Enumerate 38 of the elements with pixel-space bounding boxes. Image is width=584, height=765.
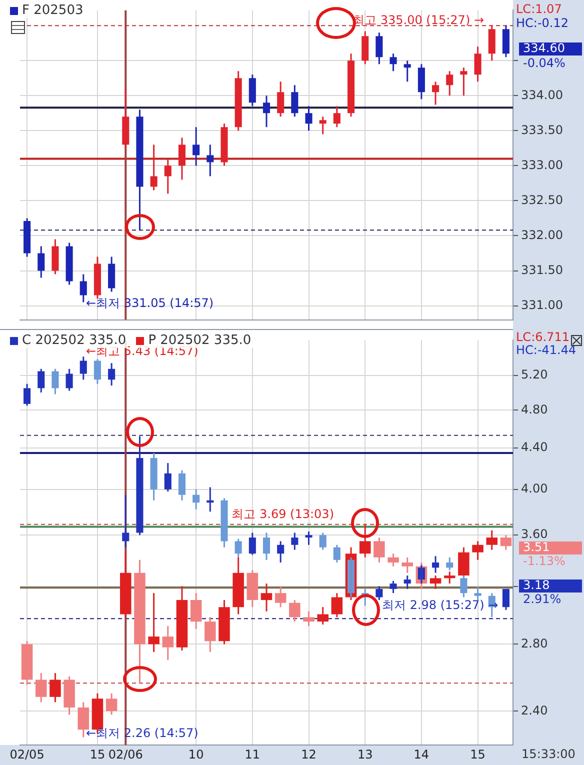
y-tick-label: 331.50 — [521, 262, 563, 277]
text: LC:1.07 — [516, 2, 562, 16]
text: -0.04% — [523, 56, 566, 70]
text: HC:-0.12 — [516, 16, 568, 30]
x-tick-label: 15 — [470, 747, 486, 762]
y-tick-label: 4.80 — [521, 402, 548, 416]
y-tick-label: 333.00 — [521, 158, 563, 172]
y-tick-label: 2.40 — [521, 703, 548, 718]
y-tick-label: 334.00 — [521, 88, 563, 102]
y-tick-label: 332.00 — [521, 228, 563, 242]
text: LC:6.711 — [516, 330, 570, 344]
y-tick-label: 332.50 — [521, 192, 563, 207]
annotation: 최고 3.69 (13:03) — [232, 507, 334, 522]
legend-label: F 202503 — [22, 3, 84, 18]
y-tick-label: 3.60 — [521, 527, 548, 542]
legend-label: C 202502 335.0 — [22, 333, 126, 348]
y-tick-label: 333.50 — [521, 122, 563, 137]
text: -1.13% — [523, 554, 566, 568]
x-tick-label: 10 — [188, 747, 204, 762]
text: HC:-41.44 — [516, 343, 576, 358]
text: 3.18 — [523, 578, 550, 592]
y-tick-label: 2.80 — [521, 636, 548, 650]
y-tick-label: 4.00 — [521, 482, 548, 496]
y-tick-label: 5.20 — [521, 368, 548, 382]
y-tick-label: 331.00 — [521, 298, 563, 312]
x-axis-title: 15:33:00 — [522, 747, 576, 762]
x-tick-label: 02/05 — [10, 747, 44, 762]
x-tick-label: 14 — [414, 747, 430, 762]
x-tick-label: 15 — [90, 747, 106, 762]
x-tick-label: 12 — [301, 747, 316, 762]
text: 2.91% — [523, 592, 562, 606]
y-tick-label: 4.40 — [521, 440, 548, 454]
x-tick-label: 11 — [244, 747, 260, 762]
x-tick-label: 13 — [357, 747, 373, 762]
legend-label: P 202502 335.0 — [148, 333, 252, 348]
text: 334.60 — [523, 41, 565, 56]
text: 3.51 — [523, 540, 550, 554]
x-tick-label: 02/06 — [108, 747, 143, 762]
